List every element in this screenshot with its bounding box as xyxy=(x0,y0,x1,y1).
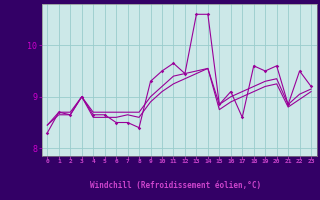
Text: Windchill (Refroidissement éolien,°C): Windchill (Refroidissement éolien,°C) xyxy=(91,181,261,190)
